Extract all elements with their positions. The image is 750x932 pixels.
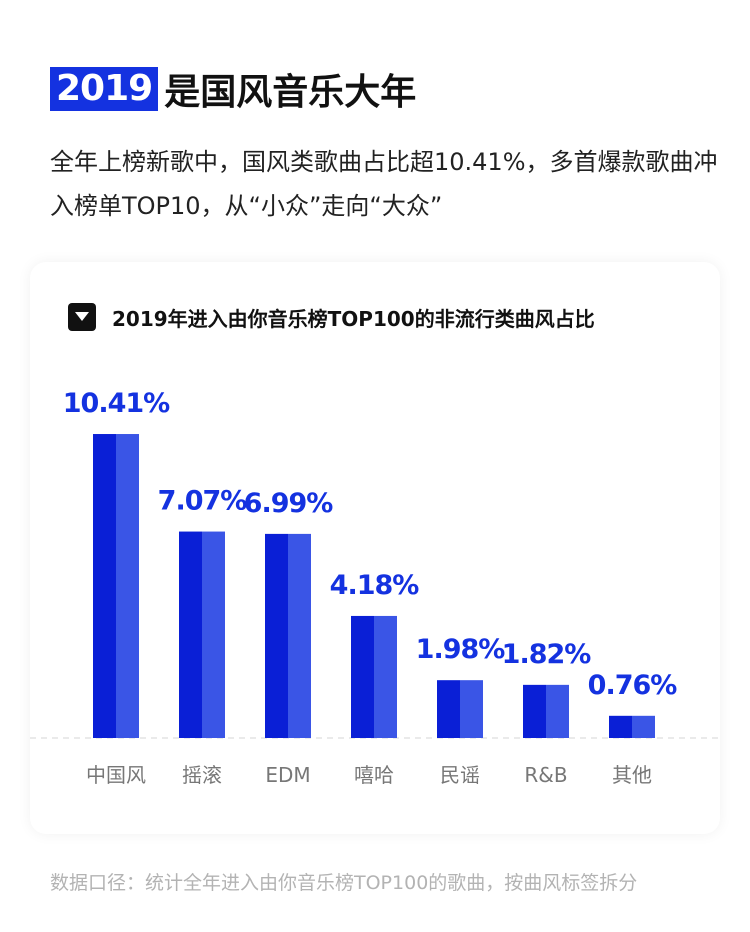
- bar-3: [351, 615, 397, 738]
- intro-paragraph: 全年上榜新歌中，国风类歌曲占比超10.41%，多首爆款歌曲冲入榜单TOP10，从…: [50, 148, 718, 220]
- value-label: 6.99%: [244, 488, 334, 519]
- bar-right-half: [202, 531, 225, 738]
- category-label: 其他: [612, 763, 652, 787]
- bar-right-half: [460, 680, 483, 738]
- bar-left-half: [179, 531, 202, 738]
- value-label: 10.41%: [63, 388, 170, 419]
- bar-right-half: [632, 715, 655, 738]
- bar-right-half: [288, 533, 311, 738]
- bar-right-half: [374, 615, 397, 738]
- bar-2: [265, 533, 311, 738]
- bar-0: [93, 434, 139, 738]
- bar-6: [609, 715, 655, 738]
- bar-4: [437, 680, 483, 738]
- category-label: 嘻哈: [354, 763, 394, 787]
- year-badge: 2019: [50, 67, 159, 111]
- bar-left-half: [523, 684, 546, 738]
- value-label: 4.18%: [330, 570, 420, 601]
- footnote: 数据口径：统计全年进入由你音乐榜TOP100的歌曲，按曲风标签拆分: [50, 872, 638, 894]
- chart-title: 2019年进入由你音乐榜TOP100的非流行类曲风占比: [112, 306, 595, 331]
- bar-left-half: [609, 715, 632, 738]
- category-label: 中国风: [86, 763, 146, 787]
- triangle-down-icon[interactable]: [68, 303, 96, 331]
- bar-left-half: [265, 533, 288, 738]
- bar-chart: 10.41% 中国风 7.07% 摇滚 6.99% EDM 4.18% 嘻哈 1.98% 民谣 1.…: [30, 388, 720, 787]
- category-label: 民谣: [440, 763, 480, 787]
- bar-left-half: [437, 680, 460, 738]
- page-title: 是国风音乐大年: [164, 72, 417, 113]
- chart-card: 2019年进入由你音乐榜TOP100的非流行类曲风占比 10.41% 中国风 7.0…: [30, 262, 720, 834]
- chart-header: 2019年进入由你音乐榜TOP100的非流行类曲风占比: [68, 302, 595, 332]
- bar-5: [523, 684, 569, 738]
- value-label: 1.98%: [416, 634, 506, 665]
- bar-right-half: [116, 434, 139, 738]
- value-label: 0.76%: [588, 670, 678, 701]
- category-label: EDM: [265, 763, 310, 787]
- bar-1: [179, 531, 225, 738]
- bar-left-half: [351, 615, 374, 738]
- value-label: 1.82%: [502, 639, 592, 670]
- bar-right-half: [546, 684, 569, 738]
- value-label: 7.07%: [158, 486, 248, 517]
- category-label: 摇滚: [182, 763, 222, 787]
- bar-left-half: [93, 434, 116, 738]
- headline: 2019 是国风音乐大年: [50, 66, 417, 113]
- category-label: R&B: [524, 763, 567, 787]
